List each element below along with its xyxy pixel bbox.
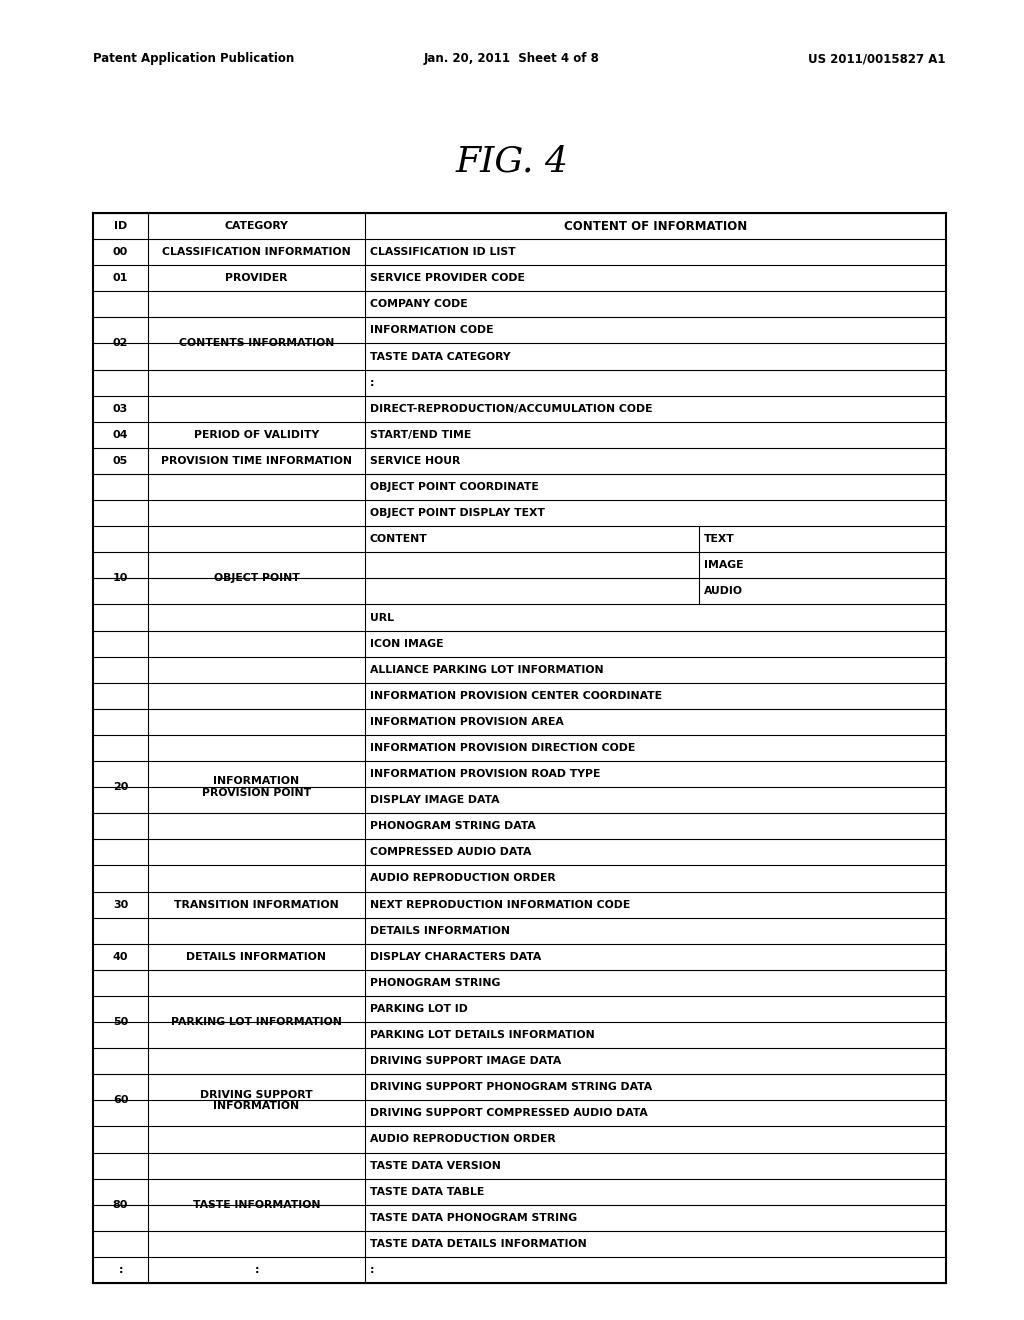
Text: DISPLAY CHARACTERS DATA: DISPLAY CHARACTERS DATA bbox=[370, 952, 542, 962]
Text: INFORMATION
PROVISION POINT: INFORMATION PROVISION POINT bbox=[202, 776, 311, 799]
Text: PROVISION TIME INFORMATION: PROVISION TIME INFORMATION bbox=[161, 455, 352, 466]
Text: AUDIO REPRODUCTION ORDER: AUDIO REPRODUCTION ORDER bbox=[370, 1134, 556, 1144]
Text: 10: 10 bbox=[113, 573, 128, 583]
Text: TASTE DATA PHONOGRAM STRING: TASTE DATA PHONOGRAM STRING bbox=[370, 1213, 578, 1222]
Text: 00: 00 bbox=[113, 247, 128, 257]
Text: CLASSIFICATION INFORMATION: CLASSIFICATION INFORMATION bbox=[162, 247, 351, 257]
Text: AUDIO REPRODUCTION ORDER: AUDIO REPRODUCTION ORDER bbox=[370, 874, 556, 883]
Text: ID: ID bbox=[114, 220, 127, 231]
Text: 02: 02 bbox=[113, 338, 128, 348]
Text: PARKING LOT ID: PARKING LOT ID bbox=[370, 1005, 468, 1014]
Text: START/END TIME: START/END TIME bbox=[370, 430, 471, 440]
Text: 03: 03 bbox=[113, 404, 128, 413]
Text: TASTE DATA TABLE: TASTE DATA TABLE bbox=[370, 1187, 484, 1197]
Text: DIRECT-REPRODUCTION/ACCUMULATION CODE: DIRECT-REPRODUCTION/ACCUMULATION CODE bbox=[370, 404, 652, 413]
Text: TEXT: TEXT bbox=[705, 535, 735, 544]
Text: ALLIANCE PARKING LOT INFORMATION: ALLIANCE PARKING LOT INFORMATION bbox=[370, 665, 603, 675]
Text: PHONOGRAM STRING DATA: PHONOGRAM STRING DATA bbox=[370, 821, 536, 832]
Text: NEXT REPRODUCTION INFORMATION CODE: NEXT REPRODUCTION INFORMATION CODE bbox=[370, 900, 630, 909]
Text: PARKING LOT INFORMATION: PARKING LOT INFORMATION bbox=[171, 1016, 342, 1027]
Text: 30: 30 bbox=[113, 900, 128, 909]
Text: INFORMATION PROVISION CENTER COORDINATE: INFORMATION PROVISION CENTER COORDINATE bbox=[370, 690, 662, 701]
Text: 50: 50 bbox=[113, 1016, 128, 1027]
Text: CLASSIFICATION ID LIST: CLASSIFICATION ID LIST bbox=[370, 247, 516, 257]
Text: :: : bbox=[118, 1265, 123, 1275]
Text: Patent Application Publication: Patent Application Publication bbox=[93, 51, 294, 65]
Text: 40: 40 bbox=[113, 952, 128, 962]
Text: 04: 04 bbox=[113, 430, 128, 440]
Text: US 2011/0015827 A1: US 2011/0015827 A1 bbox=[809, 51, 946, 65]
Text: DRIVING SUPPORT IMAGE DATA: DRIVING SUPPORT IMAGE DATA bbox=[370, 1056, 561, 1067]
Text: CATEGORY: CATEGORY bbox=[224, 220, 289, 231]
Text: INFORMATION PROVISION ROAD TYPE: INFORMATION PROVISION ROAD TYPE bbox=[370, 770, 600, 779]
Text: PARKING LOT DETAILS INFORMATION: PARKING LOT DETAILS INFORMATION bbox=[370, 1030, 595, 1040]
Text: :: : bbox=[370, 1265, 375, 1275]
Text: SERVICE PROVIDER CODE: SERVICE PROVIDER CODE bbox=[370, 273, 525, 284]
Text: PHONOGRAM STRING: PHONOGRAM STRING bbox=[370, 978, 501, 987]
Text: DRIVING SUPPORT
INFORMATION: DRIVING SUPPORT INFORMATION bbox=[200, 1089, 312, 1111]
Text: DETAILS INFORMATION: DETAILS INFORMATION bbox=[370, 925, 510, 936]
Text: :: : bbox=[370, 378, 375, 388]
Text: CONTENTS INFORMATION: CONTENTS INFORMATION bbox=[179, 338, 334, 348]
Text: 80: 80 bbox=[113, 1200, 128, 1209]
Text: OBJECT POINT DISPLAY TEXT: OBJECT POINT DISPLAY TEXT bbox=[370, 508, 545, 519]
Text: DRIVING SUPPORT PHONOGRAM STRING DATA: DRIVING SUPPORT PHONOGRAM STRING DATA bbox=[370, 1082, 652, 1092]
Text: TASTE DATA CATEGORY: TASTE DATA CATEGORY bbox=[370, 351, 511, 362]
Text: INFORMATION PROVISION AREA: INFORMATION PROVISION AREA bbox=[370, 717, 564, 727]
Text: 05: 05 bbox=[113, 455, 128, 466]
Text: DETAILS INFORMATION: DETAILS INFORMATION bbox=[186, 952, 327, 962]
Text: TASTE DATA VERSION: TASTE DATA VERSION bbox=[370, 1160, 501, 1171]
Text: SERVICE HOUR: SERVICE HOUR bbox=[370, 455, 461, 466]
Text: :: : bbox=[254, 1265, 259, 1275]
Text: DISPLAY IMAGE DATA: DISPLAY IMAGE DATA bbox=[370, 795, 500, 805]
Text: TASTE DATA DETAILS INFORMATION: TASTE DATA DETAILS INFORMATION bbox=[370, 1239, 587, 1249]
Text: AUDIO: AUDIO bbox=[705, 586, 743, 597]
Text: 60: 60 bbox=[113, 1096, 128, 1105]
Text: 20: 20 bbox=[113, 783, 128, 792]
Text: CONTENT OF INFORMATION: CONTENT OF INFORMATION bbox=[564, 219, 748, 232]
Text: Jan. 20, 2011  Sheet 4 of 8: Jan. 20, 2011 Sheet 4 of 8 bbox=[424, 51, 600, 65]
Text: TRANSITION INFORMATION: TRANSITION INFORMATION bbox=[174, 900, 339, 909]
Text: COMPANY CODE: COMPANY CODE bbox=[370, 300, 468, 309]
Text: INFORMATION PROVISION DIRECTION CODE: INFORMATION PROVISION DIRECTION CODE bbox=[370, 743, 635, 752]
Text: 01: 01 bbox=[113, 273, 128, 284]
Text: PROVIDER: PROVIDER bbox=[225, 273, 288, 284]
Text: DRIVING SUPPORT COMPRESSED AUDIO DATA: DRIVING SUPPORT COMPRESSED AUDIO DATA bbox=[370, 1109, 648, 1118]
Text: OBJECT POINT COORDINATE: OBJECT POINT COORDINATE bbox=[370, 482, 539, 492]
Text: PERIOD OF VALIDITY: PERIOD OF VALIDITY bbox=[194, 430, 319, 440]
Text: COMPRESSED AUDIO DATA: COMPRESSED AUDIO DATA bbox=[370, 847, 531, 858]
Text: ICON IMAGE: ICON IMAGE bbox=[370, 639, 443, 648]
Text: FIG. 4: FIG. 4 bbox=[456, 145, 568, 180]
Text: URL: URL bbox=[370, 612, 394, 623]
Text: IMAGE: IMAGE bbox=[705, 560, 743, 570]
Text: TASTE INFORMATION: TASTE INFORMATION bbox=[193, 1200, 321, 1209]
Text: INFORMATION CODE: INFORMATION CODE bbox=[370, 326, 494, 335]
Text: OBJECT POINT: OBJECT POINT bbox=[214, 573, 299, 583]
Text: CONTENT: CONTENT bbox=[370, 535, 428, 544]
